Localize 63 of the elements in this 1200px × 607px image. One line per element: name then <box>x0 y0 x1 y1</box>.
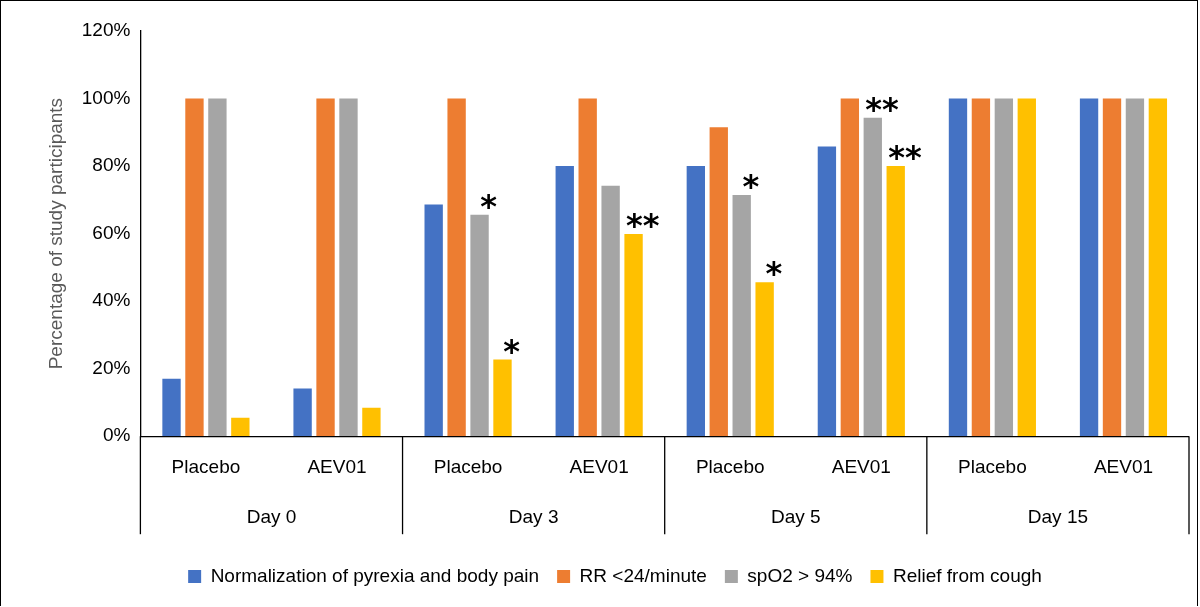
x-tick-label: Placebo <box>171 455 241 477</box>
bar <box>817 146 837 437</box>
bar <box>1102 98 1122 437</box>
bar <box>493 359 512 437</box>
bar <box>1079 98 1099 437</box>
bar <box>732 195 751 437</box>
text: Day 5 <box>770 506 821 528</box>
bar <box>755 282 774 437</box>
data-label: * <box>503 331 521 370</box>
bar <box>447 98 466 437</box>
x-tick-label: AEV01 <box>1093 455 1154 477</box>
bar <box>208 98 227 437</box>
legend-label: Relief from cough <box>892 564 1042 586</box>
bar <box>886 166 905 437</box>
data-label: ** <box>626 205 660 244</box>
y-tick-label: 40% <box>92 289 131 311</box>
data-label: * <box>480 186 498 225</box>
bar <box>971 98 991 437</box>
bar <box>316 98 335 437</box>
bar <box>686 166 705 437</box>
x-tick-label: AEV01 <box>569 455 629 477</box>
y-tick-label: 80% <box>92 154 131 176</box>
bar <box>863 117 882 437</box>
y-tick-label: 60% <box>92 221 131 243</box>
bar <box>578 98 597 437</box>
y-tick-label: 20% <box>92 356 131 378</box>
bar <box>293 388 312 437</box>
legend-label: RR <24/minute <box>579 564 707 586</box>
x-tick-label: Placebo <box>958 455 1027 477</box>
bar <box>555 166 574 437</box>
bar <box>1125 98 1145 437</box>
bar <box>601 185 620 437</box>
data-label: ** <box>865 89 899 128</box>
bar <box>470 214 489 437</box>
text: Day 3 <box>508 506 559 528</box>
bar <box>162 378 181 437</box>
x-tick-label: AEV01 <box>307 455 367 477</box>
data-label: * <box>765 254 783 293</box>
data-label: * <box>742 167 760 206</box>
data-label: ** <box>888 138 922 177</box>
bar <box>994 98 1014 437</box>
y-tick-label: 0% <box>102 424 131 446</box>
bar <box>185 98 204 437</box>
bar <box>339 98 358 437</box>
bar <box>231 417 250 437</box>
bar <box>624 233 643 437</box>
text: Day 0 <box>246 506 297 528</box>
bar <box>362 407 381 437</box>
bar <box>709 127 728 437</box>
bar <box>840 98 860 437</box>
bar <box>424 204 443 437</box>
x-tick-label: AEV01 <box>831 455 891 477</box>
bar <box>1148 98 1168 437</box>
legend-label: spO2 > 94% <box>747 564 853 586</box>
legend-label: Normalization of pyrexia and body pain <box>210 564 540 586</box>
bar <box>1017 98 1036 437</box>
x-tick-label: Placebo <box>433 455 503 477</box>
bar <box>948 98 968 437</box>
y-tick-label: 120% <box>81 19 131 41</box>
y-tick-label: 100% <box>81 86 131 108</box>
y-axis-title: Percentage of study participants <box>44 97 66 370</box>
text: Day 15 <box>1027 506 1089 528</box>
x-tick-label: Placebo <box>695 455 765 477</box>
